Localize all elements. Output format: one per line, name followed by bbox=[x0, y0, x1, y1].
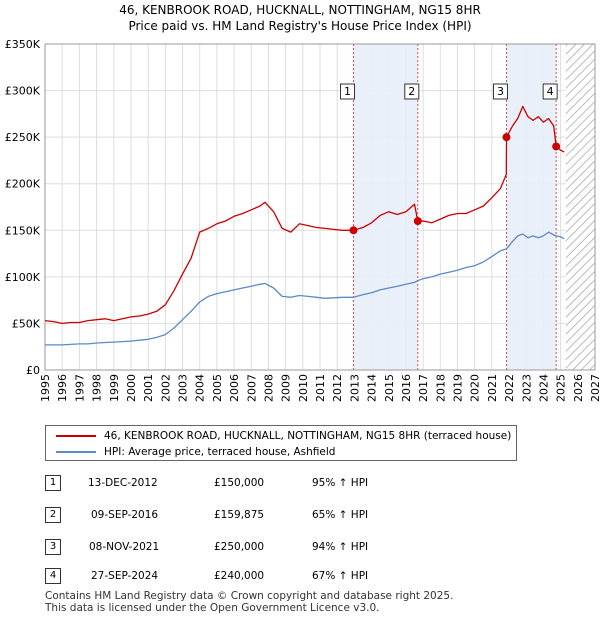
x-tick-label: 2016 bbox=[400, 374, 413, 402]
y-tick-label: £0 bbox=[26, 364, 40, 377]
x-tick-label: 2001 bbox=[142, 374, 155, 402]
transaction-price: £150,000 bbox=[214, 477, 265, 489]
plot-frame bbox=[44, 43, 596, 371]
transaction-number: 3 bbox=[45, 539, 61, 555]
transaction-hpi: 65% ↑ HPI bbox=[312, 509, 369, 521]
transaction-hpi: 95% ↑ HPI bbox=[312, 477, 369, 489]
y-tick-label: £250K bbox=[5, 131, 41, 144]
footer-license: This data is licensed under the Open Gov… bbox=[45, 602, 380, 614]
x-tick-label: 2005 bbox=[211, 374, 224, 402]
x-tick-label: 2018 bbox=[434, 374, 447, 402]
transaction-row: 4 27-SEP-2024 £240,000 67% ↑ HPI bbox=[0, 568, 600, 588]
chart-title: 46, KENBROOK ROAD, HUCKNALL, NOTTINGHAM,… bbox=[119, 3, 481, 17]
x-tick-label: 2011 bbox=[314, 374, 327, 402]
x-tick-label: 2002 bbox=[159, 374, 172, 402]
transaction-hpi: 94% ↑ HPI bbox=[312, 541, 369, 553]
x-tick-label: 1997 bbox=[73, 374, 86, 402]
chart-subtitle: Price paid vs. HM Land Registry's House … bbox=[128, 19, 471, 33]
x-tick-label: 2020 bbox=[469, 374, 482, 402]
x-tick-label: 2019 bbox=[452, 374, 465, 402]
marker-box bbox=[492, 83, 508, 100]
marker-label: 4 bbox=[547, 85, 554, 98]
transaction-hpi: 67% ↑ HPI bbox=[312, 570, 369, 582]
transaction-number: 1 bbox=[45, 475, 61, 491]
y-tick-label: £300K bbox=[5, 85, 41, 98]
y-tick-label: £100K bbox=[5, 271, 41, 284]
legend-item-property: 46, KENBROOK ROAD, HUCKNALL, NOTTINGHAM,… bbox=[56, 428, 511, 444]
marker-label-box: 1 bbox=[340, 83, 356, 100]
marker-label-box: 3 bbox=[492, 83, 508, 100]
x-tick-label: 2003 bbox=[177, 374, 190, 402]
price-chart: 46, KENBROOK ROAD, HUCKNALL, NOTTINGHAM,… bbox=[5, 3, 600, 402]
transaction-price: £240,000 bbox=[214, 570, 265, 582]
legend-label-property: 46, KENBROOK ROAD, HUCKNALL, NOTTINGHAM,… bbox=[104, 430, 512, 442]
marker-label: 1 bbox=[344, 85, 351, 98]
footer-copyright: Contains HM Land Registry data © Crown c… bbox=[45, 590, 454, 602]
marker-label-box: 4 bbox=[542, 83, 558, 100]
sale-point bbox=[502, 133, 511, 142]
transaction-date: 09-SEP-2016 bbox=[91, 509, 159, 521]
x-tick-label: 2015 bbox=[383, 374, 396, 402]
x-tick-label: 2006 bbox=[228, 374, 241, 402]
x-tick-label: 2004 bbox=[194, 374, 207, 402]
x-tick-label: 2010 bbox=[297, 374, 310, 402]
x-tick-label: 2007 bbox=[245, 374, 258, 402]
x-tick-label: 2014 bbox=[366, 374, 379, 402]
property-series-line bbox=[44, 105, 565, 325]
x-tick-label: 2008 bbox=[262, 374, 275, 402]
x-tick-label: 2026 bbox=[572, 374, 585, 402]
y-tick-label: £50K bbox=[12, 317, 41, 330]
y-tick-label: £200K bbox=[5, 178, 41, 191]
x-tick-label: 1999 bbox=[108, 374, 121, 402]
transaction-row: 1 13-DEC-2012 £150,000 95% ↑ HPI bbox=[0, 475, 600, 495]
transaction-price: £250,000 bbox=[214, 541, 265, 553]
marker-label-box: 2 bbox=[404, 83, 420, 100]
x-tick-label: 2022 bbox=[503, 374, 516, 402]
legend-item-hpi: HPI: Average price, terraced house, Ashf… bbox=[56, 444, 335, 460]
legend: 46, KENBROOK ROAD, HUCKNALL, NOTTINGHAM,… bbox=[45, 425, 517, 461]
hpi-series-line bbox=[45, 231, 565, 346]
transaction-date: 27-SEP-2024 bbox=[91, 570, 159, 582]
x-tick-label: 2013 bbox=[348, 374, 361, 402]
transaction-row: 2 09-SEP-2016 £159,875 65% ↑ HPI bbox=[0, 507, 600, 527]
marker-box bbox=[340, 83, 356, 100]
sale-point bbox=[349, 226, 358, 235]
x-tick-label: 1996 bbox=[56, 374, 69, 402]
future-hatch bbox=[565, 44, 595, 370]
legend-label-hpi: HPI: Average price, terraced house, Ashf… bbox=[104, 446, 336, 458]
footer: Contains HM Land Registry data © Crown c… bbox=[45, 590, 453, 614]
x-tick-label: 2027 bbox=[589, 374, 600, 402]
marker-label: 3 bbox=[497, 85, 504, 98]
sale-point bbox=[552, 142, 561, 151]
y-tick-label: £150K bbox=[5, 224, 41, 237]
marker-box bbox=[542, 83, 558, 100]
legend-swatch-red bbox=[56, 435, 96, 437]
sale-point bbox=[413, 217, 422, 226]
x-tick-label: 1998 bbox=[91, 374, 104, 402]
x-tick-label: 1995 bbox=[39, 374, 52, 402]
x-tick-label: 2024 bbox=[537, 374, 550, 402]
transaction-row: 3 08-NOV-2021 £250,000 94% ↑ HPI bbox=[0, 539, 600, 559]
x-tick-label: 2025 bbox=[555, 374, 568, 402]
legend-swatch-blue bbox=[56, 451, 96, 453]
transaction-date: 08-NOV-2021 bbox=[89, 541, 160, 553]
x-tick-label: 2012 bbox=[331, 374, 344, 402]
marker-box bbox=[404, 83, 420, 100]
transaction-number: 4 bbox=[45, 568, 61, 584]
transaction-price: £159,875 bbox=[214, 509, 265, 521]
x-tick-label: 2000 bbox=[125, 374, 138, 402]
x-tick-label: 2023 bbox=[520, 374, 533, 402]
x-tick-label: 2017 bbox=[417, 374, 430, 402]
transaction-date: 13-DEC-2012 bbox=[88, 477, 158, 489]
x-tick-label: 2009 bbox=[280, 374, 293, 402]
transaction-number: 2 bbox=[45, 507, 61, 523]
y-tick-label: £350K bbox=[5, 38, 41, 51]
marker-label: 2 bbox=[408, 85, 415, 98]
x-tick-label: 2021 bbox=[486, 374, 499, 402]
